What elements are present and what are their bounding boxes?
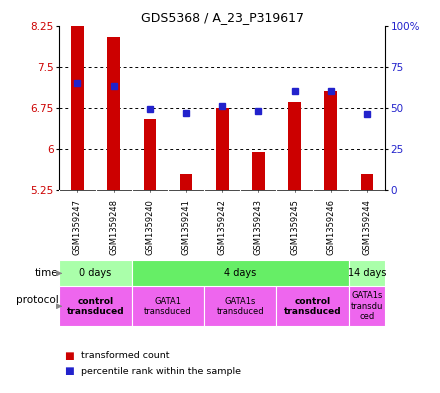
Bar [324,91,337,190]
Bar [288,102,301,190]
Bar [349,261,385,286]
Text: control
transduced: control transduced [284,297,341,316]
Text: GSM1359244: GSM1359244 [363,199,371,255]
Bar [252,152,265,190]
Text: percentile rank within the sample: percentile rank within the sample [81,367,242,376]
Bar [107,37,120,190]
Bar [59,286,132,326]
Bar [132,286,204,326]
Text: time: time [35,268,59,278]
Text: GSM1359242: GSM1359242 [218,199,227,255]
Text: GSM1359240: GSM1359240 [145,199,154,255]
Bar [204,286,276,326]
Bar [349,286,385,326]
Text: GATA1s
transdu
ced: GATA1s transdu ced [351,291,383,321]
Bar [361,174,373,190]
Text: 0 days: 0 days [80,268,112,278]
Text: ■: ■ [64,351,73,361]
Text: GSM1359245: GSM1359245 [290,199,299,255]
Text: GSM1359248: GSM1359248 [109,198,118,255]
Text: GSM1359247: GSM1359247 [73,198,82,255]
Text: 14 days: 14 days [348,268,386,278]
Bar [216,108,228,190]
Text: ■: ■ [64,366,73,376]
Text: protocol: protocol [15,295,59,305]
Bar [143,119,156,190]
Text: GSM1359241: GSM1359241 [182,199,191,255]
Bar [71,15,84,190]
Bar [276,286,349,326]
Text: GATA1s
transduced: GATA1s transduced [216,297,264,316]
Text: 4 days: 4 days [224,268,257,278]
Text: control
transduced: control transduced [67,297,125,316]
Text: GSM1359243: GSM1359243 [254,198,263,255]
Text: GSM1359246: GSM1359246 [326,198,335,255]
Title: GDS5368 / A_23_P319617: GDS5368 / A_23_P319617 [141,11,304,24]
Text: transformed count: transformed count [81,351,170,360]
Bar [180,174,192,190]
Text: GATA1
transduced: GATA1 transduced [144,297,192,316]
Bar [59,261,132,286]
Bar [132,261,349,286]
